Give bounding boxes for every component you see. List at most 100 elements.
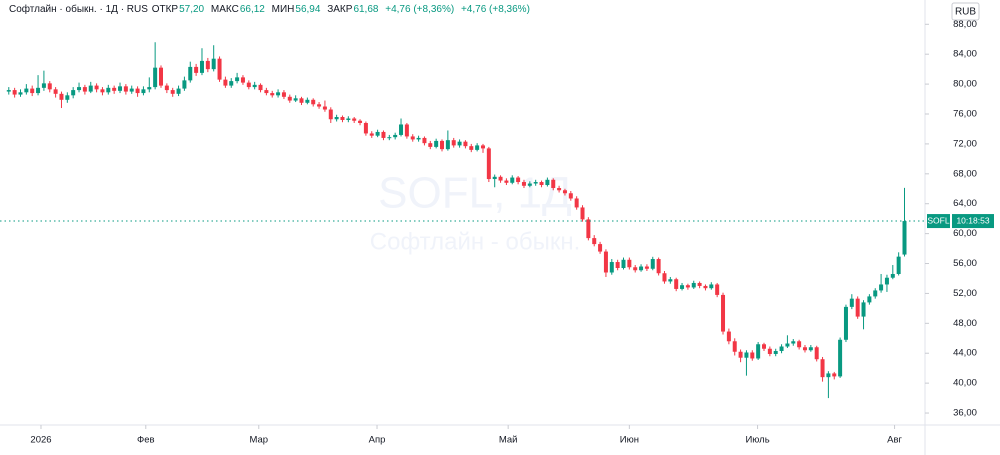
candle-body (890, 273, 895, 278)
candle-body (340, 116, 345, 120)
open: 57,20 (179, 4, 205, 15)
candle-body (422, 137, 427, 144)
candle-body (100, 89, 105, 93)
candle-body (363, 122, 368, 134)
candle-body (656, 259, 661, 274)
candle-body (369, 133, 374, 136)
candle-body (896, 256, 901, 274)
candle-body (756, 344, 761, 359)
candle-body (861, 302, 866, 317)
candle-body (691, 282, 696, 288)
y-tick-label: 44,00 (953, 348, 977, 359)
candle-body (838, 339, 843, 377)
change: +4,76 (+8,36%) (460, 4, 530, 15)
candle-body (235, 77, 240, 82)
y-tick-label: 76,00 (953, 109, 977, 120)
candle-body (779, 346, 784, 351)
candle-body (358, 120, 363, 123)
y-tick-label: 52,00 (953, 288, 977, 299)
close-label: ЗАКР (327, 4, 353, 15)
candle-body (299, 98, 304, 103)
candle-body (428, 143, 433, 147)
low: 56,94 (295, 4, 321, 15)
candle-body (492, 176, 497, 180)
candle-body (387, 137, 392, 139)
candle-body (252, 84, 257, 88)
candle-body (311, 99, 316, 105)
close: 61,68 (353, 4, 379, 15)
candle-body (849, 298, 854, 307)
candle-body (258, 84, 263, 91)
candle-body (211, 58, 216, 70)
candle-body (832, 373, 837, 377)
candle-body (732, 341, 737, 352)
price-tag-time-box (952, 214, 994, 229)
candle-body (791, 341, 796, 344)
candle-body (381, 131, 386, 138)
candle-body (194, 66, 199, 73)
candle-body (802, 347, 807, 351)
candle-body (463, 141, 468, 147)
price-tag-ticker: SOFL (927, 215, 949, 225)
candle-body (317, 104, 322, 107)
y-tick-label: 80,00 (953, 79, 977, 90)
candle-body (533, 182, 538, 184)
candle-body (188, 66, 193, 81)
candle-body (773, 350, 778, 354)
candle-body (223, 79, 228, 86)
candle-body (879, 284, 884, 291)
candle-body (767, 348, 772, 354)
candle-body (399, 124, 404, 135)
candle-body (685, 285, 690, 288)
candle-body (322, 106, 327, 110)
candle-body (270, 93, 275, 96)
candle-body (855, 298, 860, 317)
y-tick-label: 88,00 (953, 19, 977, 30)
candle-body (680, 285, 685, 289)
candle-body (750, 352, 755, 359)
x-tick-label: Фев (137, 435, 155, 446)
candle-body (814, 347, 819, 360)
candle-body (375, 131, 380, 136)
candle-body (41, 83, 46, 88)
candle-body (539, 182, 544, 186)
candle-body (305, 99, 310, 103)
candle-body (404, 124, 409, 137)
candle-body (457, 141, 462, 146)
candle-body (843, 306, 848, 340)
candle-body (164, 85, 169, 91)
candle-body (762, 344, 767, 349)
currency-box[interactable] (951, 2, 980, 21)
candle-body (129, 88, 134, 92)
y-tick-label: 40,00 (953, 378, 977, 389)
candle-body (410, 136, 415, 140)
symbol: Софтлайн · обыкн. · 1Д · RUS (9, 4, 148, 15)
candle-body (328, 109, 333, 120)
candle-body (615, 262, 620, 269)
candle-body (480, 145, 485, 149)
candle-body (71, 90, 76, 96)
candle-body (633, 267, 638, 271)
candle-body (135, 88, 140, 94)
candle-body (6, 90, 11, 92)
candle-body (650, 259, 655, 269)
candle-body (65, 95, 70, 100)
candle-body (240, 77, 245, 83)
candle-body (902, 221, 907, 255)
candle-body (469, 146, 474, 150)
x-tick-label: Июль (745, 435, 769, 446)
candle-body (352, 118, 357, 121)
watermark-ticker: SOFL, 1Д (378, 169, 572, 218)
candle-body (217, 58, 222, 80)
candle-body (176, 88, 181, 94)
y-tick-label: 84,00 (953, 49, 977, 60)
candle-body (557, 188, 562, 191)
candle-body (510, 177, 515, 183)
candle-body (440, 140, 445, 150)
candle-body (346, 118, 351, 120)
y-tick-label: 68,00 (953, 168, 977, 179)
candle-body (182, 80, 187, 89)
candle-body (293, 98, 298, 101)
open-label: ОТКР (151, 4, 179, 15)
